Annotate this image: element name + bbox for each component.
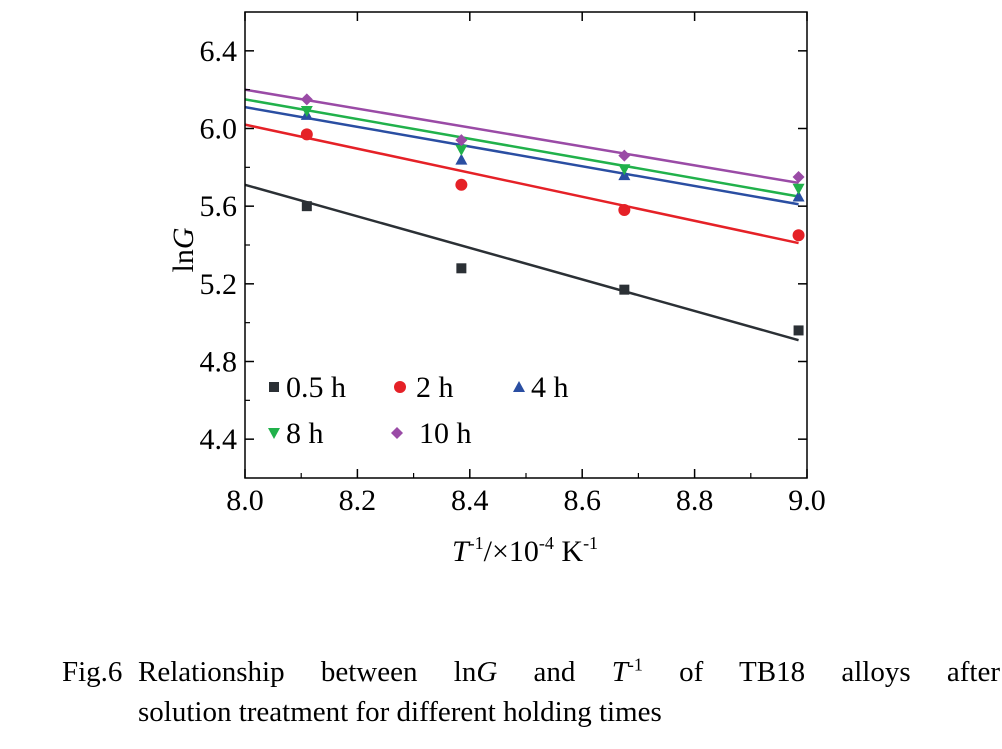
data-point-series-0 (619, 284, 630, 295)
data-point-series-1 (455, 178, 468, 191)
caption-line-1: Relationship between lnG and T-1 of TB18… (138, 654, 1001, 688)
x-tick-label: 8.2 (339, 484, 377, 517)
data-point-series-4 (300, 93, 313, 106)
data-point-series-1 (792, 229, 805, 242)
x-tick-label: 8.0 (226, 484, 264, 517)
fit-line-series-2 (244, 105, 799, 206)
x-tick-label: 9.0 (788, 484, 826, 517)
legend-marker-series-0 (269, 382, 279, 392)
data-point-series-2 (792, 190, 805, 202)
chart: 4.4 4.8 5.2 5.6 6.0 6.4 8.0 8.2 8.4 8.6 8.8 9.0 0.5… (167, 11, 826, 568)
plot-frame (244, 11, 808, 479)
data-point-series-4 (792, 171, 805, 184)
data-point-series-2 (455, 153, 468, 165)
data-point-series-3 (300, 106, 313, 118)
legend-label-series-0: 0.5 h (286, 371, 346, 404)
legend-label-series-1: 2 h (416, 371, 454, 404)
data-point-series-3 (618, 164, 631, 176)
caption-fig-number: Fig.6 (62, 656, 123, 688)
data-point-series-4 (618, 149, 631, 162)
y-tick-label: 4.4 (200, 423, 238, 456)
data-point-series-0 (456, 263, 467, 274)
figure-caption: Fig.6 Relationship between lnG and T-1 o… (62, 652, 1002, 732)
y-axis-title: lnG (167, 227, 200, 272)
x-axis-title: T-1/×10-4 K-1 (452, 533, 598, 568)
fit-line-series-4 (244, 88, 799, 185)
legend-marker-series-1 (394, 381, 406, 393)
y-tick-label: 6.0 (200, 113, 238, 146)
legend-marker-series-3 (268, 428, 280, 439)
x-tick-label: 8.6 (563, 484, 601, 517)
data-point-series-0 (301, 201, 312, 212)
caption-line-2: solution treatment for different holding… (138, 696, 662, 728)
data-point-series-3 (792, 183, 805, 195)
y-tick-label: 4.8 (200, 346, 238, 379)
fit-line-series-3 (244, 98, 799, 198)
legend-marker-series-4 (391, 427, 403, 439)
x-tick-label: 8.4 (451, 484, 489, 517)
fit-line-series-1 (244, 123, 799, 245)
y-tick-label: 5.6 (200, 190, 238, 223)
x-tick-label: 8.8 (676, 484, 714, 517)
data-point-series-4 (455, 134, 468, 147)
y-tick-label: 5.2 (200, 268, 238, 301)
legend-marker-series-2 (513, 381, 525, 392)
y-tick-label: 6.4 (200, 35, 238, 68)
legend-label-series-2: 4 h (531, 371, 569, 404)
data-point-series-1 (300, 128, 313, 141)
legend-label-series-4: 10 h (419, 417, 472, 450)
legend-label-series-3: 8 h (286, 417, 324, 450)
data-point-series-3 (455, 144, 468, 156)
data-point-series-1 (618, 204, 631, 217)
data-point-series-0 (793, 325, 804, 336)
fit-line-series-0 (244, 183, 799, 342)
legend: 0.5 h 2 h 4 h 8 h 10 h (268, 371, 569, 450)
